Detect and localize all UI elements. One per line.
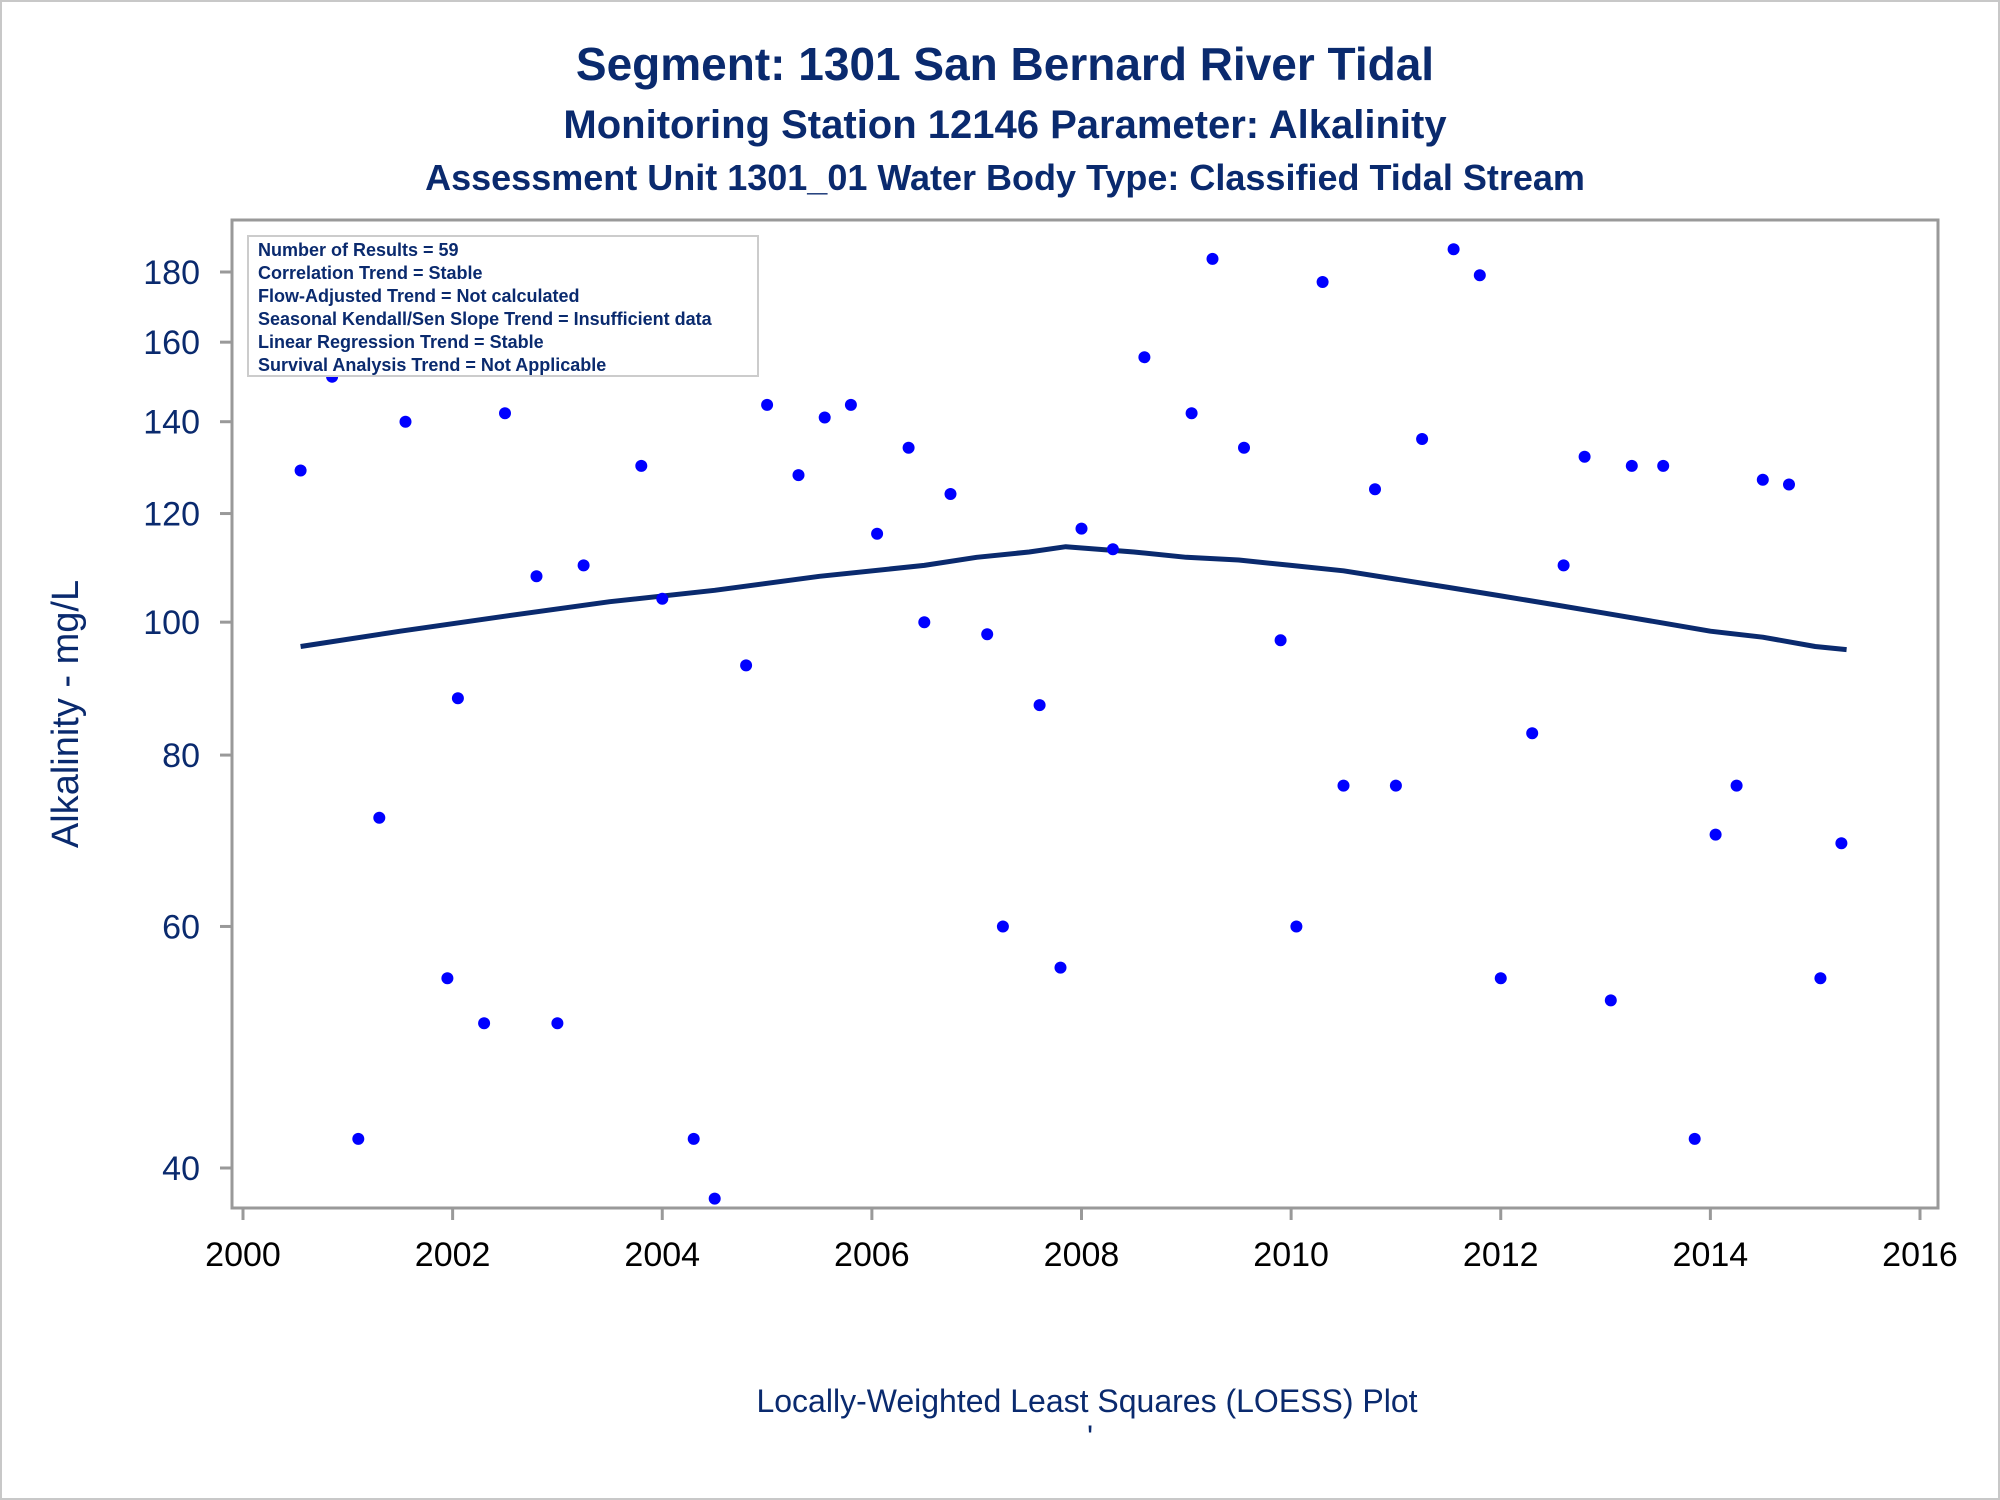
data-point	[1447, 243, 1460, 256]
stats-box-frame	[247, 235, 759, 377]
data-point	[1274, 634, 1287, 647]
stat-flow-adjusted-trend: Flow-Adjusted Trend = Not calculated	[258, 286, 580, 306]
chart-subtitle-assessment: Assessment Unit 1301_01 Water Body Type:…	[425, 157, 1585, 198]
data-point	[1185, 407, 1198, 420]
x-tick-label: 2004	[624, 1236, 700, 1274]
y-tick-label: 160	[143, 324, 200, 362]
x-tick-label: 2010	[1253, 1236, 1329, 1274]
data-point	[530, 570, 543, 583]
data-point	[373, 811, 386, 824]
data-point	[818, 411, 831, 424]
footnote-loess: Locally-Weighted Least Squares (LOESS) P…	[756, 1383, 1417, 1419]
data-point	[1494, 972, 1507, 985]
data-point	[656, 592, 669, 605]
data-point	[635, 459, 648, 472]
data-point	[1604, 994, 1617, 1007]
data-point	[871, 527, 884, 540]
x-tick-label: 2014	[1673, 1236, 1749, 1274]
data-point	[687, 1132, 700, 1145]
chart-subtitle-station: Monitoring Station 12146 Parameter: Alka…	[563, 103, 1447, 147]
x-tick-label: 2008	[1044, 1236, 1120, 1274]
data-point	[577, 559, 590, 572]
data-point	[499, 407, 511, 420]
data-point	[902, 441, 915, 454]
data-point	[551, 1017, 564, 1030]
data-point	[1416, 433, 1429, 445]
x-tick-label: 2000	[205, 1236, 281, 1274]
data-point	[1783, 478, 1795, 491]
y-tick-label: 80	[162, 737, 200, 775]
data-point	[1557, 559, 1570, 572]
x-tick-label: 2002	[415, 1236, 491, 1274]
data-point	[1835, 837, 1848, 850]
data-point	[1316, 276, 1329, 288]
data-point	[478, 1017, 491, 1030]
data-point	[1369, 483, 1381, 496]
data-point	[1709, 828, 1722, 841]
data-point	[844, 398, 857, 411]
data-point	[1238, 441, 1250, 454]
data-point	[399, 415, 412, 428]
data-point	[1033, 699, 1046, 712]
x-tick-label: 2006	[834, 1236, 910, 1274]
data-point	[792, 469, 805, 482]
data-point	[1473, 269, 1486, 282]
y-tick-label: 40	[162, 1150, 200, 1188]
x-tick-label: 2012	[1463, 1236, 1539, 1274]
footnote-mark: '	[1087, 1419, 1093, 1455]
data-point	[1206, 252, 1219, 265]
stats-box: Number of Results = 59 Correlation Trend…	[247, 235, 759, 377]
stat-correlation-trend: Correlation Trend = Stable	[258, 263, 483, 283]
data-point	[981, 628, 994, 641]
loess-line	[300, 544, 1847, 653]
data-point	[1138, 351, 1151, 364]
y-axis-label: Alkalinity - mg/L	[45, 580, 87, 848]
data-point	[996, 920, 1009, 933]
x-tick-label: 2016	[1882, 1236, 1958, 1274]
y-tick-label: 180	[143, 254, 200, 292]
data-point	[1290, 920, 1303, 933]
y-tick-label: 100	[143, 604, 200, 642]
data-point	[761, 398, 774, 411]
chart-title: Segment: 1301 San Bernard River Tidal	[576, 38, 1434, 90]
y-axis: 40 60 80 100 120 140 160 180	[143, 254, 232, 1188]
x-axis: 2000 2002 2004 2006 2008 2010 2012 2014 2016	[205, 1208, 1958, 1274]
data-point	[944, 488, 957, 500]
y-tick-label: 120	[143, 496, 200, 534]
stat-seasonal-kendall-trend: Seasonal Kendall/Sen Slope Trend = Insuf…	[258, 309, 713, 329]
stat-number-of-results: Number of Results = 59	[258, 240, 459, 260]
data-point	[1625, 459, 1638, 472]
data-point	[1389, 779, 1402, 792]
data-point	[918, 616, 931, 629]
data-point	[740, 659, 753, 672]
data-points	[294, 243, 1848, 1205]
data-point	[1657, 459, 1670, 472]
data-point	[1578, 450, 1591, 463]
y-tick-label: 140	[143, 404, 200, 442]
y-tick-label: 60	[162, 908, 200, 946]
data-point	[1337, 779, 1350, 792]
data-point	[1730, 779, 1743, 792]
data-point	[1054, 961, 1067, 974]
data-point	[708, 1192, 721, 1205]
data-point	[294, 464, 307, 477]
data-point	[1688, 1132, 1701, 1145]
stat-survival-analysis-trend: Survival Analysis Trend = Not Applicable	[258, 355, 606, 375]
data-point	[1106, 543, 1119, 556]
data-point	[1075, 522, 1088, 535]
data-point	[451, 692, 464, 705]
plot-area	[230, 218, 1940, 1210]
data-point	[441, 972, 454, 985]
stat-linear-regression-trend: Linear Regression Trend = Stable	[258, 332, 544, 352]
data-point	[1526, 727, 1539, 740]
data-point	[1756, 473, 1769, 486]
data-point	[352, 1132, 365, 1145]
data-point	[1814, 972, 1827, 985]
